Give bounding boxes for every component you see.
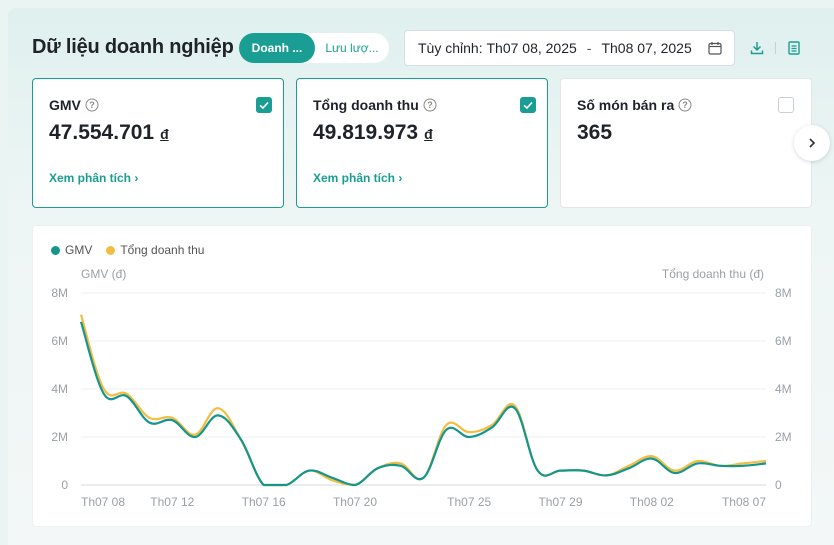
card-value: 47.554.701: [49, 121, 155, 144]
currency-unit: đ: [160, 126, 169, 142]
checkbox-unchecked-icon[interactable]: [778, 97, 794, 113]
toolbar-divider: [775, 42, 776, 54]
checkbox-checked-icon[interactable]: [256, 97, 272, 113]
svg-text:?: ?: [427, 100, 433, 110]
card-label: Số món bán ra: [577, 97, 675, 113]
date-range-separator: -: [586, 40, 592, 56]
x-tick-label: Th07 25: [447, 495, 491, 509]
x-tick-label: Th07 16: [242, 495, 286, 509]
calendar-icon: [708, 42, 722, 55]
link-text: Xem phân tích: [49, 171, 132, 185]
metric-tab-switch: Doanh ... Lưu lượ...: [239, 33, 389, 63]
legend-dot: [51, 245, 60, 255]
chart-legend: GMV Tổng doanh thu: [51, 243, 218, 257]
card-label-wrap: Số món bán ra ?: [577, 97, 692, 113]
metric-card-gmv[interactable]: GMV ? 47.554.701 đ Xem phân tích ›: [32, 78, 284, 208]
card-label: GMV: [49, 97, 81, 113]
download-icon[interactable]: [749, 40, 765, 56]
y-tick-label-right: 2M: [775, 430, 792, 444]
help-icon[interactable]: ?: [678, 98, 692, 112]
card-label: Tổng doanh thu: [313, 97, 419, 113]
view-analysis-link[interactable]: Xem phân tích ›: [313, 171, 402, 185]
currency-unit: đ: [424, 126, 433, 142]
date-range-prefix: Tùy chỉnh:: [418, 40, 483, 56]
series-line-gmv: [79, 321, 767, 487]
legend-item-revenue[interactable]: Tổng doanh thu: [106, 243, 204, 257]
y-tick-label-right: 8M: [775, 286, 792, 300]
date-range-end: Th08 07, 2025: [601, 40, 692, 56]
checkbox-checked-icon[interactable]: [520, 97, 536, 113]
x-tick-label: Th07 29: [538, 495, 582, 509]
card-value-wrap: 47.554.701 đ: [49, 121, 169, 145]
y-tick-label-left: 8M: [51, 286, 68, 300]
y-tick-label-left: 4M: [51, 382, 68, 396]
y-axis-left-label: GMV (đ): [81, 267, 127, 281]
x-tick-label: Th07 12: [150, 495, 194, 509]
date-range-picker[interactable]: Tùy chỉnh: Th07 08, 2025 - Th08 07, 2025: [404, 30, 735, 66]
report-icon[interactable]: [786, 40, 802, 56]
chart-plot: 0 0 2M 2M 4M 4M 6M 6M 8M 8M Th07 08 Th07 12 Th07 16 T…: [51, 286, 792, 509]
next-cards-button[interactable]: [794, 125, 830, 161]
legend-label: GMV: [65, 243, 93, 257]
metric-card-items-sold[interactable]: Số món bán ra ? 365: [560, 78, 812, 208]
tab-sales[interactable]: Doanh ...: [239, 33, 315, 63]
legend-label: Tổng doanh thu: [120, 243, 205, 257]
tab-traffic[interactable]: Lưu lượ...: [325, 41, 379, 55]
help-icon[interactable]: ?: [423, 98, 437, 112]
legend-item-gmv[interactable]: GMV: [51, 243, 92, 257]
card-value-wrap: 49.819.973 đ: [313, 121, 433, 145]
page-title: Dữ liệu doanh nghiệp: [32, 36, 234, 58]
y-axis-right-label: Tổng doanh thu (đ): [661, 267, 764, 281]
link-text: Xem phân tích: [313, 171, 396, 185]
help-icon[interactable]: ?: [85, 98, 99, 112]
svg-text:?: ?: [89, 100, 95, 110]
date-range-start: Th07 08, 2025: [486, 40, 577, 56]
x-tick-label: Th08 02: [630, 495, 674, 509]
x-tick-label: Th07 20: [333, 495, 377, 509]
chevron-right-icon: ›: [134, 171, 139, 185]
trend-chart: GMV Tổng doanh thu GMV (đ) Tổng doanh th…: [32, 225, 812, 527]
y-tick-label-left: 2M: [51, 430, 68, 444]
card-value: 365: [577, 121, 613, 144]
x-tick-label: Th07 08: [81, 495, 125, 509]
y-tick-label-right: 0: [775, 478, 782, 492]
y-tick-label-right: 4M: [775, 382, 792, 396]
card-value: 49.819.973: [313, 121, 419, 144]
chevron-right-icon: [809, 138, 816, 148]
metric-card-revenue[interactable]: Tổng doanh thu ? 49.819.973 đ Xem phân tí…: [296, 78, 548, 208]
series-line-revenue: [79, 314, 767, 487]
card-label-wrap: Tổng doanh thu ?: [313, 97, 437, 113]
chevron-right-icon: ›: [398, 171, 403, 185]
card-label-wrap: GMV ?: [49, 97, 99, 113]
card-value-wrap: 365: [577, 121, 612, 145]
y-tick-label-left: 0: [61, 478, 68, 492]
y-tick-label-right: 6M: [775, 334, 792, 348]
x-tick-label: Th08 07: [722, 495, 766, 509]
view-analysis-link[interactable]: Xem phân tích ›: [49, 171, 138, 185]
legend-dot: [106, 245, 116, 255]
svg-text:?: ?: [682, 100, 688, 110]
y-tick-label-left: 6M: [51, 334, 68, 348]
